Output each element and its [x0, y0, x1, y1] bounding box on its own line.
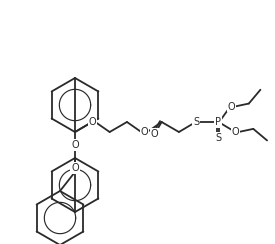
- Text: O: O: [227, 102, 235, 112]
- Text: O: O: [71, 163, 79, 173]
- Text: O: O: [71, 140, 79, 150]
- Text: S: S: [215, 133, 221, 143]
- Text: O: O: [141, 127, 148, 137]
- Text: O: O: [151, 129, 158, 139]
- Text: P: P: [215, 117, 221, 127]
- Text: S: S: [193, 117, 199, 127]
- Text: O: O: [89, 117, 96, 127]
- Text: O: O: [232, 127, 239, 137]
